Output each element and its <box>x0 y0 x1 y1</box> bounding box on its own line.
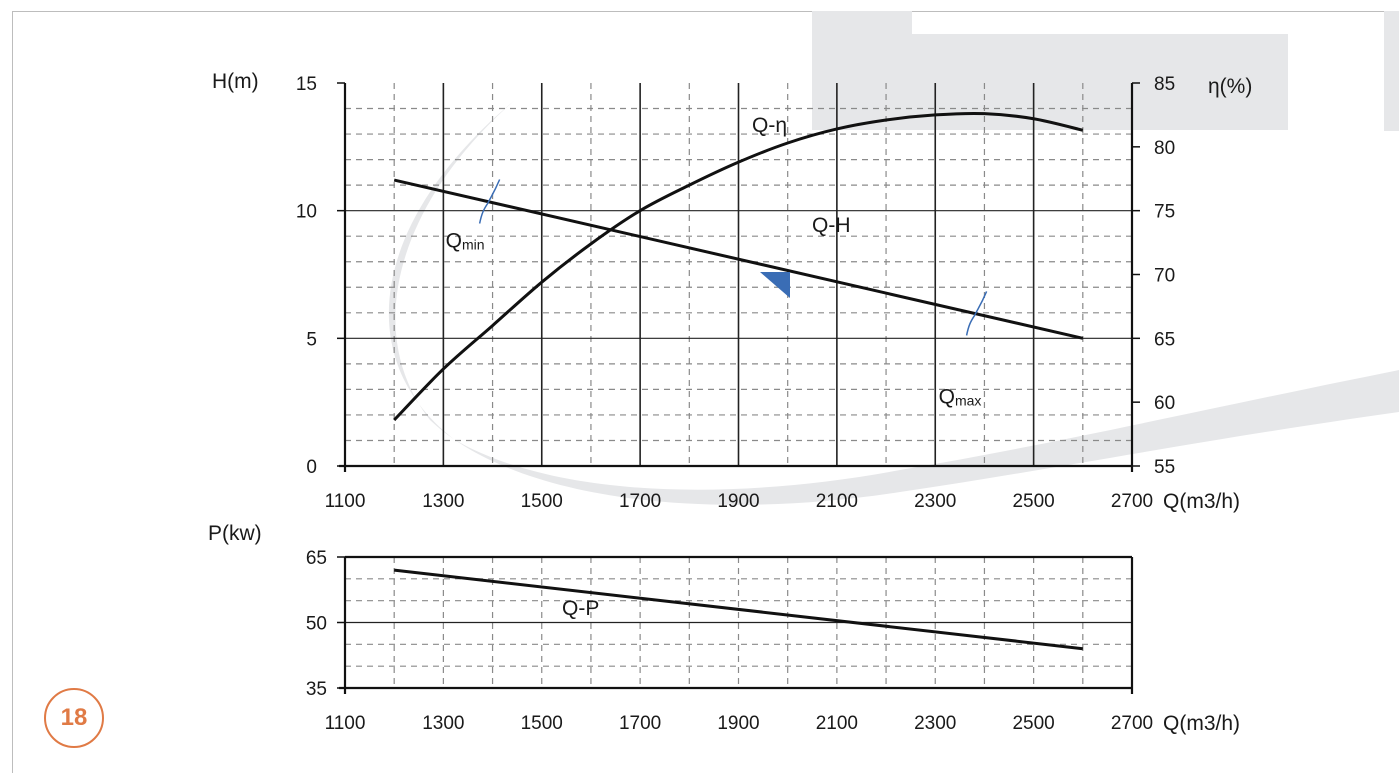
x-tick-label: 2300 <box>914 491 956 512</box>
y-axis-title-right: η(%) <box>1208 75 1252 98</box>
bottom-chart-labels: 1100 1300 1500 1700 1900 2100 2300 2500 2700 35 50… <box>208 522 1240 735</box>
x-tick-label: 1900 <box>717 713 759 734</box>
top-chart-series <box>393 111 1084 422</box>
page-left-rule <box>12 11 13 773</box>
y-axis-title: P(kw) <box>208 522 262 545</box>
series-line-Q-H <box>393 178 1084 340</box>
annotation-mark-min <box>478 179 501 224</box>
x-tick-label: 2700 <box>1111 713 1153 734</box>
x-tick-label: 2300 <box>914 713 956 734</box>
series-line-Q-η <box>393 111 1084 422</box>
y-tick-label-left: 5 <box>306 329 317 350</box>
x-tick-label: 2500 <box>1012 713 1054 734</box>
series-line-Q-P <box>394 568 1083 651</box>
x-tick-label: 1300 <box>422 713 464 734</box>
x-tick-label: 1500 <box>521 491 563 512</box>
bottom-chart-grid <box>345 557 1132 688</box>
annotation-mark-max <box>965 291 988 336</box>
y-tick-label-right: 75 <box>1154 202 1175 223</box>
top-chart-grid <box>345 83 1132 466</box>
x-tick-label: 2700 <box>1111 491 1153 512</box>
bottom-chart-series <box>394 568 1083 651</box>
series-label-q-eta: Q-η <box>752 114 787 137</box>
x-tick-label: 1100 <box>325 491 366 512</box>
x-tick-label: 1700 <box>619 491 661 512</box>
x-axis-title: Q(m3/h) <box>1163 490 1240 513</box>
triangle-marker-icon <box>760 272 790 298</box>
top-chart-axes <box>337 82 1140 472</box>
y-axis-title-left: H(m) <box>212 70 259 93</box>
y-tick-label: 35 <box>306 679 327 700</box>
y-tick-label-left: 10 <box>296 202 317 223</box>
x-tick-label: 1100 <box>325 713 366 734</box>
x-tick-label: 1700 <box>619 713 661 734</box>
y-tick-label-left: 0 <box>306 457 317 478</box>
x-tick-label: 1500 <box>521 713 563 734</box>
y-tick-label: 65 <box>306 548 327 569</box>
y-tick-label-right: 80 <box>1154 138 1175 159</box>
annotation-label-qmin: Qmin <box>446 230 485 253</box>
annotation-label-qmax: Qmax <box>939 385 982 408</box>
x-tick-label: 1300 <box>422 491 464 512</box>
y-tick-label: 50 <box>306 614 327 635</box>
series-label-q-h: Q-H <box>812 214 851 237</box>
x-tick-label: 2100 <box>816 713 858 734</box>
y-tick-label-right: 70 <box>1154 266 1175 287</box>
watermark-logo <box>388 11 1399 505</box>
y-tick-label-right: 65 <box>1154 329 1175 350</box>
x-tick-label: 2100 <box>816 491 858 512</box>
x-tick-label: 2500 <box>1012 491 1054 512</box>
y-tick-label-right: 85 <box>1154 74 1175 95</box>
x-tick-label: 1900 <box>717 491 759 512</box>
x-axis-title: Q(m3/h) <box>1163 712 1240 735</box>
series-label-q-p: Q-P <box>562 597 599 620</box>
page-top-rule <box>12 11 1399 12</box>
page-number-badge: 18 <box>44 688 104 748</box>
y-tick-label-right: 60 <box>1154 393 1175 414</box>
top-chart-labels: 1100 1300 1500 1700 1900 2100 2300 2500 2700 0 5 10… <box>212 70 1252 513</box>
y-tick-label-right: 55 <box>1154 457 1175 478</box>
y-tick-label-left: 15 <box>296 74 317 95</box>
bottom-chart-axes <box>337 555 1134 694</box>
page-number: 18 <box>60 704 88 731</box>
